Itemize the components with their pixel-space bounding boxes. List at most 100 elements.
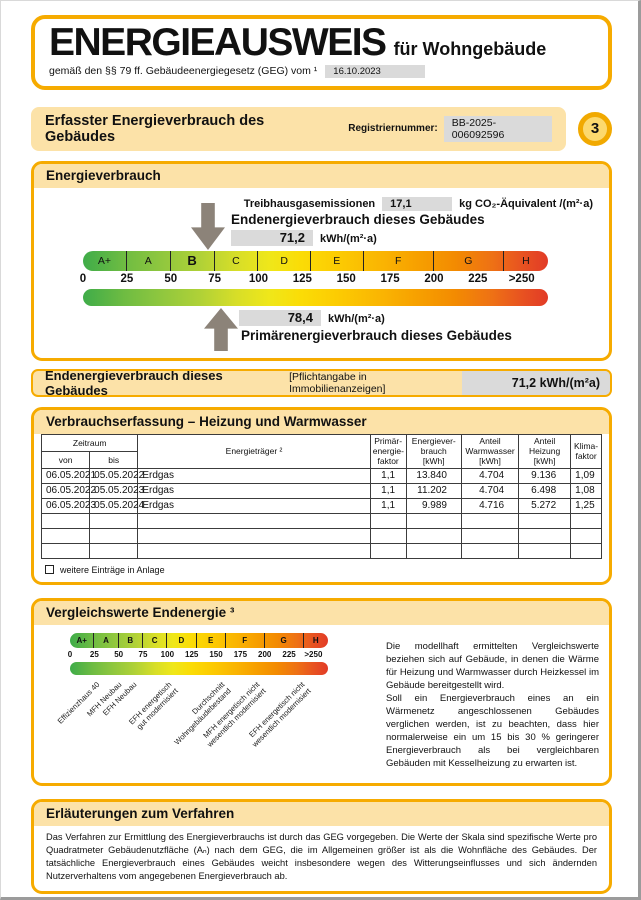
cell-heizung: 9.136 — [518, 467, 572, 484]
energieverbrauch-heading: Energieverbrauch — [34, 163, 609, 188]
document-title: ENERGIEAUSWEIS — [49, 21, 387, 64]
scale-class-label: D — [258, 250, 311, 271]
cell-von: 06.05.2022 — [40, 482, 96, 499]
verbrauchserfassung-heading: Verbrauchserfassung – Heizung und Warmwa… — [34, 409, 609, 434]
cell-klimafaktor: 1,08 — [570, 482, 602, 499]
cell-von: 06.05.2023 — [40, 497, 96, 514]
scale-class-label: H — [312, 635, 319, 645]
ghg-unit: kg CO₂-Äquivalent /(m²·a) — [459, 197, 593, 210]
table-row: 06.05.2022 05.05.2023 Erdgas 1,1 11.202 … — [40, 482, 602, 499]
page-number-badge: 3 — [578, 111, 612, 146]
energieverbrauch-body: Treibhausgasemissionen 17,1 kg CO₂-Äquiv… — [34, 188, 609, 358]
law-date-field: 16.10.2023 — [325, 64, 426, 78]
cell-bis: 05.05.2023 — [89, 482, 144, 499]
scale-tick-label: 225 — [468, 272, 488, 285]
scale-tick-label: 50 — [114, 649, 124, 659]
cell-energietraeger: Erdgas — [137, 482, 371, 499]
scale-class-label-current: B — [171, 250, 215, 271]
cell-warmwasser: 4.704 — [460, 467, 520, 484]
scale-tick-label: 225 — [282, 649, 296, 659]
gradient-bar — [83, 288, 548, 306]
more-entries-checkbox[interactable] — [45, 565, 54, 574]
scale-class-label: H — [522, 254, 530, 267]
col-header-bis: bis — [89, 450, 139, 469]
scale-class-label: C — [143, 632, 168, 648]
cell-verbrauch: 9.989 — [405, 497, 462, 514]
ghg-value-field: 17,1 — [382, 196, 453, 211]
cell-pef: 1,1 — [369, 497, 407, 514]
scale-class-label: G — [434, 250, 504, 271]
end-energy-value-field: 71,2 — [231, 229, 313, 246]
scale-tick-label: 150 — [209, 649, 223, 659]
comparison-paragraph-2: Soll ein Energieverbrauch eines an ein W… — [386, 692, 599, 770]
table-header-row: Zeitraum Energieträger ² Primär- energie… — [40, 433, 602, 469]
comparison-class-band: A+ A B C D E F G H — [70, 632, 328, 648]
cell-bis: 05.05.2022 — [89, 467, 144, 484]
cell-verbrauch: 13.840 — [405, 467, 462, 484]
comparison-paragraph-1: Die modellhaft ermittelten Vergleichswer… — [386, 640, 599, 691]
energy-scale: A+ A B C D E F G H 0 25 50 75 100 125 — [79, 250, 548, 306]
scale-tick-label: 25 — [120, 272, 134, 285]
col-header-energietraeger: Energieträger ² — [137, 433, 371, 469]
summary-bar-label: Endenergieverbrauch dieses Gebäudes — [45, 368, 223, 397]
scale-tick-label: 100 — [160, 649, 175, 659]
cell-energietraeger: Erdgas — [137, 467, 371, 484]
scale-tick-label: 75 — [208, 272, 221, 285]
col-header-zeitraum: Zeitraum — [40, 433, 139, 452]
up-arrow-icon — [204, 307, 238, 351]
registration-row: Erfasster Energieverbrauch des Gebäudes … — [31, 106, 612, 151]
ghg-label: Treibhausgasemissionen — [243, 197, 376, 210]
document-subtitle: für Wohngebäude — [393, 39, 547, 59]
scale-tick-label: 175 — [233, 649, 248, 659]
cell-warmwasser: 4.716 — [460, 497, 520, 514]
col-header-pef: Primär- energie- faktor — [369, 433, 407, 469]
energieverbrauch-section: Energieverbrauch Treibhausgasemissionen … — [31, 160, 612, 361]
down-arrow-icon — [191, 202, 225, 250]
scale-tick-label: >250 — [304, 649, 323, 659]
scale-tick-label: 125 — [292, 272, 312, 285]
scale-tick-label: 200 — [258, 649, 272, 659]
comparison-explanation-text: Die modellhaft ermittelten Vergleichswer… — [364, 625, 609, 783]
scale-axis: 0 25 50 75 100 125 150 175 200 225 >250 — [79, 272, 548, 288]
comparison-gradient-bar — [70, 661, 328, 675]
primary-energy-unit: kWh/(m²·a) — [328, 312, 385, 325]
scale-tick-label: 200 — [424, 272, 444, 285]
end-energy-value-row: 71,2 kWh/(m²·a) — [231, 229, 377, 246]
table-row-empty — [40, 527, 602, 544]
scale-class-label: E — [197, 632, 226, 648]
scale-class-label: F — [364, 250, 434, 271]
comparison-axis: 0 25 50 75 100 125 150 175 200 225 >250 — [67, 649, 328, 661]
scale-class-label: B — [119, 632, 143, 648]
consumption-table-wrapper: Zeitraum Energieträger ² Primär- energie… — [34, 433, 609, 582]
more-entries-label: weitere Einträge in Anlage — [60, 564, 165, 575]
summary-bar-value-field: 71,2 kWh/(m²a) — [461, 370, 610, 395]
table-row-empty — [40, 512, 602, 529]
table-subheader-row: von bis — [40, 450, 602, 469]
table-row: 06.05.2021 05.05.2022 Erdgas 1,1 13.840 … — [40, 467, 602, 484]
cell-klimafaktor: 1,25 — [570, 497, 602, 514]
cell-energietraeger: Erdgas — [137, 497, 371, 514]
col-header-verbrauch: Energiever- brauch [kWh] — [405, 433, 462, 469]
scale-class-label: G — [265, 632, 304, 648]
scale-class-band: A+ A B C D E F G H — [83, 250, 548, 271]
scale-class-label: A — [127, 250, 171, 271]
cell-pef: 1,1 — [369, 467, 407, 484]
erlaeuterungen-text: Das Verfahren zur Ermittlung des Energie… — [46, 831, 597, 882]
scale-tick-label: 150 — [336, 272, 356, 285]
cell-verbrauch: 11.202 — [405, 482, 462, 499]
vergleichswerte-heading: Vergleichswerte Endenergie ³ — [34, 600, 609, 625]
section-title: Erfasster Energieverbrauch des Gebäudes — [45, 112, 265, 145]
scale-class-label: A — [94, 632, 119, 648]
scale-tick-label: 0 — [67, 649, 73, 659]
scale-tick-label: 25 — [89, 649, 99, 659]
scale-tick-label: 0 — [79, 272, 87, 285]
comparison-scale-area: A+ A B C D E F G H 0 25 50 75 — [34, 625, 364, 783]
scale-class-label: D — [167, 632, 197, 648]
scale-tick-label: 175 — [380, 272, 400, 285]
col-header-warmwasser: Anteil Warmwasser [kWh] — [460, 433, 520, 469]
verbrauchserfassung-section: Verbrauchserfassung – Heizung und Warmwa… — [31, 406, 612, 585]
registration-number-label: Registriernummer: — [348, 123, 438, 135]
col-header-klimafaktor: Klima- faktor — [570, 433, 602, 469]
end-energy-label: Endenergieverbrauch dieses Gebäudes — [231, 211, 485, 227]
